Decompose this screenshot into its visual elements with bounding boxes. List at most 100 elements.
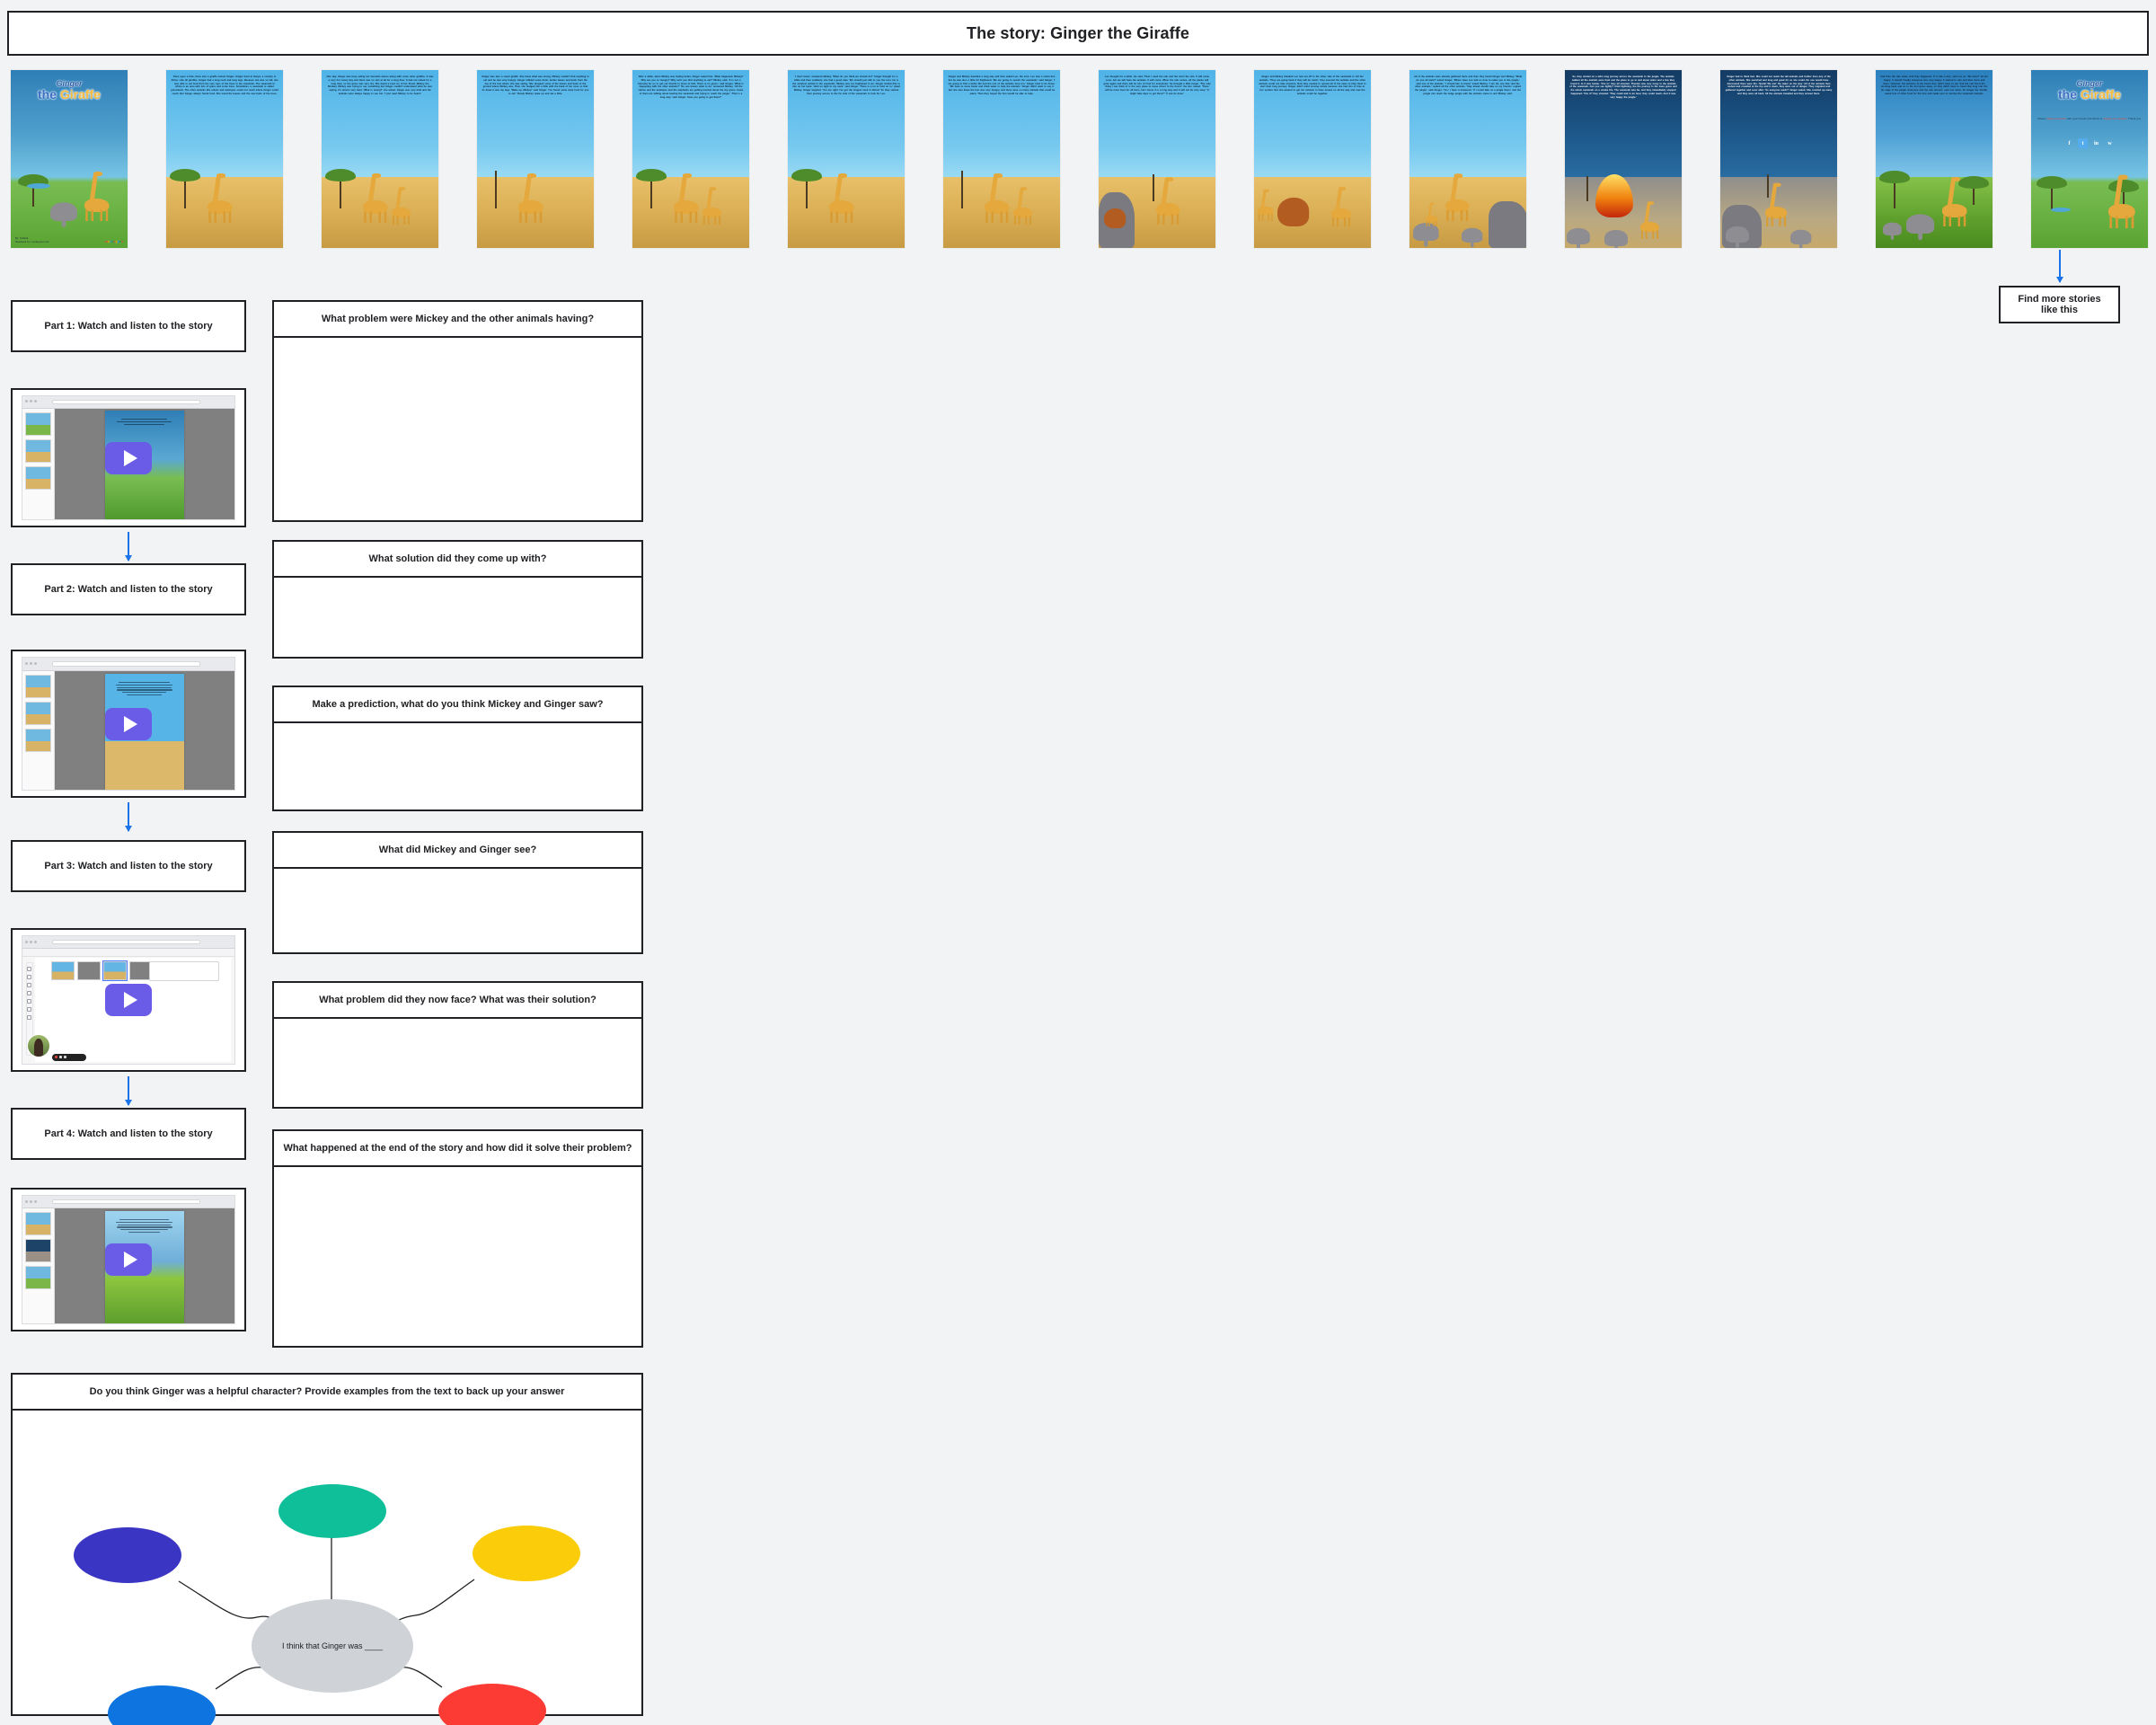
linkedin-icon[interactable]: in [2093,140,2099,146]
story-page-thumbnail[interactable]: One day, Ginger was busy eating her favo… [322,70,438,248]
part-2-label-card[interactable]: Part 2: Watch and listen to the story [11,563,246,615]
image-tool-icon[interactable] [27,1006,32,1012]
find-more-stories-card[interactable]: Find more stories like this [1999,286,2120,323]
story-page-thumbnail[interactable]: So, they started on a wild, long journey… [1565,70,1682,248]
giraffe-illustration [985,172,1012,223]
giraffe-leg [519,211,522,223]
story-page-thumbnail[interactable]: 'I don't know,' answered Mickey. 'What d… [788,70,905,248]
giraffe-head [1951,177,1960,181]
giraffe-leg [1446,210,1449,221]
answer-area[interactable] [274,869,641,952]
answer-area[interactable] [274,723,641,809]
tree-trunk [2123,181,2125,205]
tree-trunk [1586,176,1588,201]
share-message: Please share our books with your friends… [2037,117,2142,120]
giraffe-leg [384,211,387,223]
answer-area[interactable] [274,338,641,520]
tool-palette[interactable] [25,961,34,1057]
giraffe-head [1454,173,1463,178]
play-button[interactable] [105,441,152,474]
story-page-thumbnail[interactable]: Leo thought for a while. He said, 'Then … [1099,70,1215,248]
note-tool-icon[interactable] [27,998,32,1004]
story-page-thumbnail[interactable]: Ginger the Giraffe By: S Elliott Illustrat… [11,70,128,248]
mindmap-node-right-upper[interactable] [473,1526,580,1581]
mindmap-node-top[interactable] [278,1484,386,1538]
filmstrip-thumb[interactable] [76,960,101,980]
giraffe-leg [364,211,367,223]
stop-icon[interactable] [64,1056,67,1059]
giraffe-head [838,173,847,178]
giraffe-leg [392,216,394,225]
play-button[interactable] [105,707,152,740]
find-more-stories-label: Find more stories like this [2018,294,2101,315]
story-page-thumbnail[interactable]: Ginger the Giraffe Please share our books … [2031,70,2148,248]
story-page-text: Ginger and Mickey thanked Leo and set of… [1259,75,1366,95]
giraffe-leg [714,216,717,225]
giraffe-illustration [84,170,111,221]
story-page-text: Leo thought for a while. He said, 'Then … [1103,75,1211,95]
pen-tool-icon[interactable] [27,990,32,995]
story-page-thumbnail[interactable]: Ginger was also a smart giraffe. She kne… [477,70,594,248]
story-page-thumbnail[interactable]: Ginger had to think fast. She could not … [1720,70,1837,248]
recording-controls[interactable] [52,1053,87,1061]
story-page-thumbnail[interactable]: After a while, when Mickey was feeling b… [632,70,749,248]
webcam-bubble [27,1033,51,1057]
document-text-lines [112,680,175,696]
answer-area[interactable] [274,1167,641,1346]
play-button[interactable] [105,1243,152,1276]
page-thumbnail-mini [25,729,51,753]
page-ground [1254,176,1371,248]
giraffe-body [702,208,721,218]
mindmap-area[interactable]: I think that Ginger was ____ [13,1446,641,1725]
mindmap-center-node[interactable]: I think that Ginger was ____ [252,1599,413,1693]
question-card-4: What did Mickey and Ginger see? [272,831,643,954]
giraffe-leg [991,211,994,223]
story-page-thumbnail[interactable]: Ginger and Mickey travelled a long way a… [943,70,1060,248]
tree-canopy [325,169,356,181]
pause-icon[interactable] [59,1056,63,1059]
story-page-thumbnail[interactable]: And then the rain came. And they happene… [1876,70,1993,248]
story-page-text: After a while, when Mickey was feeling b… [638,75,744,99]
facebook-icon[interactable]: f [2068,140,2071,146]
story-page-thumbnail[interactable]: Once upon a time, there was a giraffe na… [166,70,283,248]
part-4-label-card[interactable]: Part 4: Watch and listen to the story [11,1108,246,1160]
giraffe-leg [680,211,683,223]
giraffe-leg [1157,214,1160,225]
text-tool-icon[interactable] [27,974,32,979]
connector-arrow-findmore [2056,250,2063,283]
window-dots-icon [25,400,38,403]
select-tool-icon[interactable] [27,966,32,971]
story-page-text: So, they started on a wild, long journey… [1569,75,1677,99]
tree-trunk [1767,174,1769,198]
social-share-buttons[interactable]: f t in w [2031,138,2148,148]
twitter-icon[interactable]: t [2078,138,2088,148]
answer-area[interactable] [274,1019,641,1107]
shape-tool-icon[interactable] [27,982,32,987]
filmstrip-thumb[interactable] [50,960,75,980]
filmstrip-thumb-selected[interactable] [102,960,128,981]
tree-illustration [947,171,977,208]
part-1-label-card[interactable]: Part 1: Watch and listen to the story [11,300,246,352]
part-4-video-card[interactable] [11,1188,246,1331]
mindmap-node-right-lower[interactable] [438,1684,546,1725]
part-3-label-card[interactable]: Part 3: Watch and listen to the story [11,840,246,892]
part-1-video-card[interactable] [11,388,246,527]
part-3-video-card[interactable] [11,928,246,1072]
tree-trunk [340,171,341,208]
window-dots-icon [25,1199,38,1203]
whatsapp-icon[interactable]: w [2107,140,2112,146]
tree-illustration [325,169,356,208]
url-bar [52,939,201,945]
answer-area[interactable] [274,578,641,657]
giraffe-leg [105,209,109,221]
mindmap-node-left-lower[interactable] [108,1685,216,1725]
giraffe-leg [1176,214,1180,225]
play-button[interactable] [105,984,152,1016]
story-page-thumbnail[interactable]: All of the animals were already gathered… [1409,70,1526,248]
part-2-video-card[interactable] [11,650,246,798]
eraser-tool-icon[interactable] [27,1014,32,1020]
giraffe-leg [985,211,988,223]
mindmap-node-left-upper[interactable] [74,1527,181,1583]
giraffe-leg [85,209,88,221]
story-page-thumbnail[interactable]: Ginger and Mickey thanked Leo and set of… [1254,70,1371,248]
